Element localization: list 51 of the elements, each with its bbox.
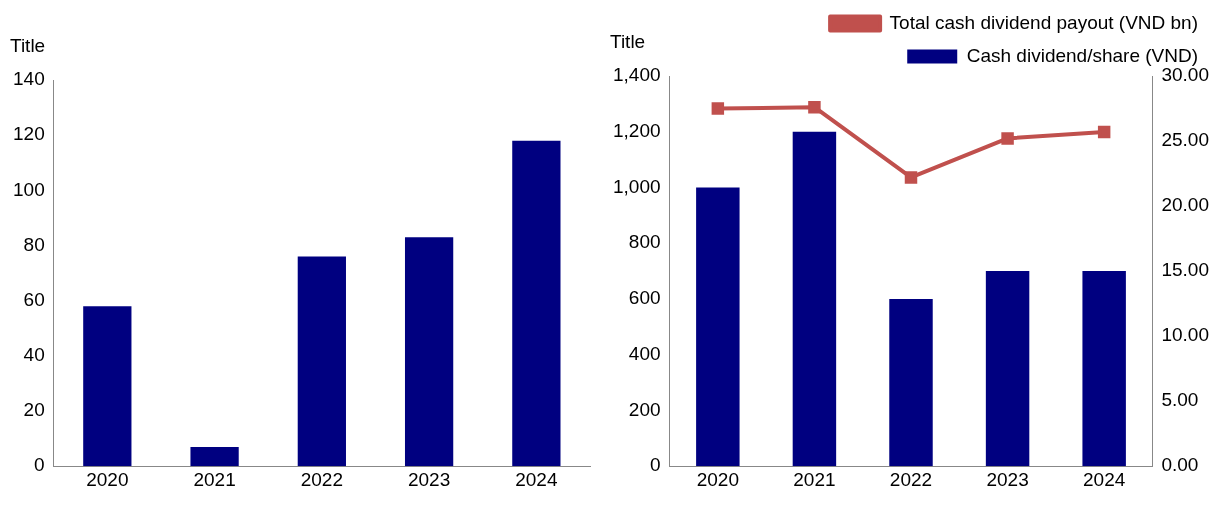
x-tick-label: 2021: [193, 468, 236, 490]
y-tick-label: 100: [13, 178, 45, 200]
y2-tick-label: 10.00: [1161, 324, 1209, 346]
y-tick-label: 120: [13, 123, 45, 145]
y-tick-label: 800: [628, 231, 661, 253]
x-tick-label: 2022: [889, 468, 933, 490]
y-tick-label: 20: [23, 399, 45, 421]
y-tick-label: 80: [23, 233, 45, 255]
y-tick-label: 400: [628, 342, 661, 364]
y2-tick-label: 0.00: [1161, 454, 1199, 476]
x-tick-label: 2023: [986, 468, 1029, 490]
point: [808, 100, 821, 114]
point: [904, 171, 918, 184]
x-tick-label: 2022: [300, 468, 343, 490]
y-tick-label: 0: [34, 454, 45, 476]
y2-tick-label: 20.00: [1161, 194, 1209, 216]
bar: [985, 271, 1030, 467]
y-tick-label: 0: [649, 454, 661, 476]
point: [1097, 125, 1111, 139]
y-tick-label: 40: [23, 344, 45, 366]
bar: [297, 256, 346, 467]
y2-tick-label: 5.00: [1161, 389, 1199, 411]
x-tick-label: 2023: [407, 468, 451, 490]
x-tick-label: 2024: [1083, 468, 1126, 490]
x-tick-label: 2020: [86, 468, 129, 490]
y-tick-label: 1,200: [613, 119, 661, 141]
bar: [696, 187, 740, 467]
bar: [889, 298, 933, 467]
y-tick-label: 140: [13, 68, 45, 90]
x-tick-label: 2024: [515, 468, 558, 490]
y-tick-label: 1,000: [613, 175, 661, 197]
bar: [792, 131, 837, 467]
bar: [404, 237, 454, 467]
y-tick-label: 200: [628, 398, 661, 420]
x-tick-label: 2020: [696, 468, 739, 490]
bar: [1082, 271, 1126, 467]
bar: [83, 306, 132, 467]
y-axis-title: Title: [610, 30, 646, 52]
point: [711, 102, 725, 115]
x-tick-label: 2021: [793, 468, 836, 490]
y-tick-label: 60: [23, 288, 45, 310]
point: [1001, 132, 1014, 145]
bar: [190, 446, 239, 467]
y-tick-label: 600: [628, 287, 661, 309]
y2-tick-label: 25.00: [1161, 129, 1209, 151]
bar: [512, 140, 561, 467]
y-axis-title: Title: [10, 34, 46, 56]
legend-label: Total cash dividend payout (VND bn): [889, 11, 1198, 33]
y2-tick-label: 15.00: [1161, 259, 1209, 281]
y-tick-label: 1,400: [613, 64, 661, 86]
legend-label: Cash dividend/share (VND): [966, 44, 1198, 66]
